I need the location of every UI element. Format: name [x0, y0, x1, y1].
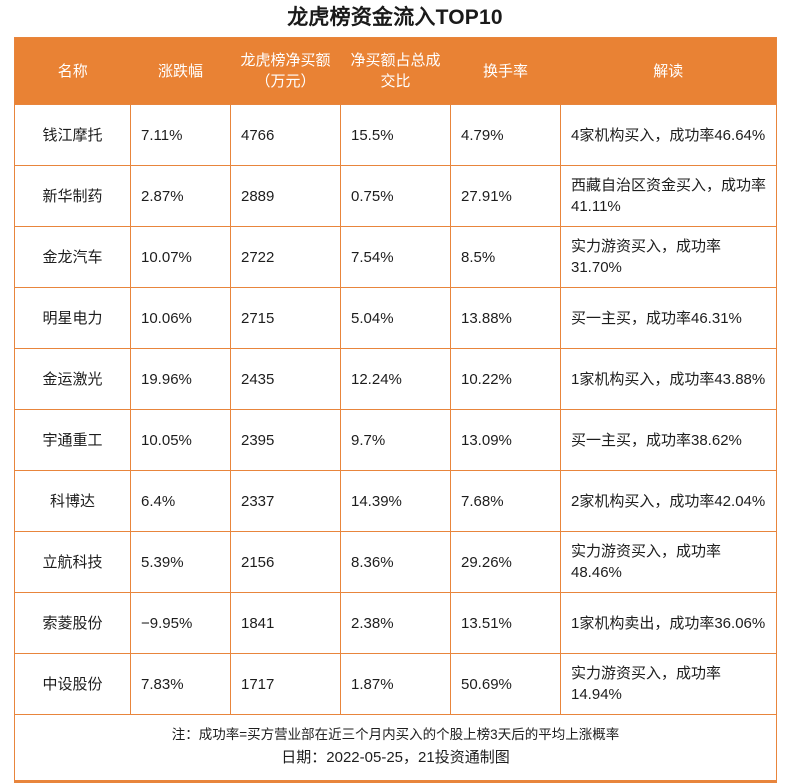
cell-net-buy: 2395: [230, 409, 341, 471]
cell-net-ratio: 9.7%: [340, 409, 451, 471]
cell-turnover: 13.09%: [450, 409, 561, 471]
table-container: 名称 涨跌幅 龙虎榜净买额（万元） 净买额占总成交比 换手率 解读 钱江摩托 7.…: [0, 37, 790, 783]
cell-stock-name: 金运激光: [14, 348, 131, 410]
cell-net-ratio: 1.87%: [340, 653, 451, 715]
cell-interpretation: 实力游资买入，成功率48.46%: [560, 531, 777, 593]
cell-stock-name: 索菱股份: [14, 592, 131, 654]
cell-interpretation: 西藏自治区资金买入，成功率41.11%: [560, 165, 777, 227]
cell-net-buy: 2435: [230, 348, 341, 410]
cell-interpretation: 实力游资买入，成功率31.70%: [560, 226, 777, 288]
page-title: 龙虎榜资金流入TOP10: [287, 6, 503, 29]
table-row[interactable]: 宇通重工 10.05% 2395 9.7% 13.09% 买一主买，成功率38.62%: [14, 409, 777, 471]
column-header-change[interactable]: 涨跌幅: [130, 37, 231, 105]
cell-net-ratio: 14.39%: [340, 470, 451, 532]
cell-change-pct: 2.87%: [130, 165, 231, 227]
cell-turnover: 13.51%: [450, 592, 561, 654]
cell-change-pct: 5.39%: [130, 531, 231, 593]
cell-net-buy: 2156: [230, 531, 341, 593]
table-header: 名称 涨跌幅 龙虎榜净买额（万元） 净买额占总成交比 换手率 解读: [14, 37, 777, 105]
cell-change-pct: 6.4%: [130, 470, 231, 532]
cell-interpretation: 买一主买，成功率46.31%: [560, 287, 777, 349]
cell-net-ratio: 15.5%: [340, 104, 451, 166]
cell-net-ratio: 7.54%: [340, 226, 451, 288]
cell-stock-name: 立航科技: [14, 531, 131, 593]
cell-net-buy: 2715: [230, 287, 341, 349]
cell-change-pct: 7.83%: [130, 653, 231, 715]
table-row[interactable]: 科博达 6.4% 2337 14.39% 7.68% 2家机构买入，成功率42.04%: [14, 470, 777, 532]
cell-change-pct: 7.11%: [130, 104, 231, 166]
cell-net-buy: 1717: [230, 653, 341, 715]
footer-row: 注：成功率=买方营业部在近三个月内买入的个股上榜3天后的平均上涨概率 日期：20…: [14, 714, 777, 783]
cell-change-pct: 10.06%: [130, 287, 231, 349]
cell-net-ratio: 2.38%: [340, 592, 451, 654]
table-row[interactable]: 立航科技 5.39% 2156 8.36% 29.26% 实力游资买入，成功率48.46%: [14, 531, 777, 593]
cell-change-pct: 10.05%: [130, 409, 231, 471]
cell-turnover: 8.5%: [450, 226, 561, 288]
column-header-interpretation[interactable]: 解读: [560, 37, 777, 105]
header-row: 名称 涨跌幅 龙虎榜净买额（万元） 净买额占总成交比 换手率 解读: [14, 37, 777, 105]
table-row[interactable]: 中设股份 7.83% 1717 1.87% 50.69% 实力游资买入，成功率14.94%: [14, 653, 777, 715]
cell-net-buy: 2337: [230, 470, 341, 532]
table-row[interactable]: 索菱股份 −9.95% 1841 2.38% 13.51% 1家机构卖出，成功率36.06…: [14, 592, 777, 654]
lhb-table: 名称 涨跌幅 龙虎榜净买额（万元） 净买额占总成交比 换手率 解读 钱江摩托 7.…: [14, 37, 777, 783]
cell-change-pct: 10.07%: [130, 226, 231, 288]
footer-date: 日期：2022-05-25，21投资通制图: [281, 749, 510, 766]
cell-stock-name: 中设股份: [14, 653, 131, 715]
column-header-net-ratio[interactable]: 净买额占总成交比: [340, 37, 451, 105]
table-row[interactable]: 钱江摩托 7.11% 4766 15.5% 4.79% 4家机构买入，成功率46.64%: [14, 104, 777, 166]
cell-net-ratio: 0.75%: [340, 165, 451, 227]
cell-stock-name: 金龙汽车: [14, 226, 131, 288]
column-header-name[interactable]: 名称: [14, 37, 131, 105]
cell-turnover: 50.69%: [450, 653, 561, 715]
cell-net-ratio: 12.24%: [340, 348, 451, 410]
table-row[interactable]: 金运激光 19.96% 2435 12.24% 10.22% 1家机构买入，成功率43.8…: [14, 348, 777, 410]
cell-interpretation: 2家机构买入，成功率42.04%: [560, 470, 777, 532]
footer-cell: 注：成功率=买方营业部在近三个月内买入的个股上榜3天后的平均上涨概率 日期：20…: [14, 714, 777, 783]
cell-turnover: 29.26%: [450, 531, 561, 593]
cell-turnover: 7.68%: [450, 470, 561, 532]
cell-net-buy: 2722: [230, 226, 341, 288]
cell-change-pct: −9.95%: [130, 592, 231, 654]
cell-net-buy: 4766: [230, 104, 341, 166]
table-footer: 注：成功率=买方营业部在近三个月内买入的个股上榜3天后的平均上涨概率 日期：20…: [14, 714, 777, 783]
cell-interpretation: 1家机构卖出，成功率36.06%: [560, 592, 777, 654]
cell-interpretation: 实力游资买入，成功率14.94%: [560, 653, 777, 715]
cell-change-pct: 19.96%: [130, 348, 231, 410]
column-header-net-buy[interactable]: 龙虎榜净买额（万元）: [230, 37, 341, 105]
table-row[interactable]: 明星电力 10.06% 2715 5.04% 13.88% 买一主买，成功率46.31%: [14, 287, 777, 349]
cell-stock-name: 宇通重工: [14, 409, 131, 471]
cell-interpretation: 4家机构买入，成功率46.64%: [560, 104, 777, 166]
footer-note: 注：成功率=买方营业部在近三个月内买入的个股上榜3天后的平均上涨概率: [171, 727, 620, 742]
cell-stock-name: 明星电力: [14, 287, 131, 349]
table-row[interactable]: 新华制药 2.87% 2889 0.75% 27.91% 西藏自治区资金买入，成功率41.…: [14, 165, 777, 227]
table-body: 钱江摩托 7.11% 4766 15.5% 4.79% 4家机构买入，成功率46.64% 新…: [14, 104, 777, 715]
column-header-turnover[interactable]: 换手率: [450, 37, 561, 105]
cell-net-ratio: 8.36%: [340, 531, 451, 593]
cell-net-buy: 2889: [230, 165, 341, 227]
table-row[interactable]: 金龙汽车 10.07% 2722 7.54% 8.5% 实力游资买入，成功率31.70%: [14, 226, 777, 288]
cell-net-buy: 1841: [230, 592, 341, 654]
cell-stock-name: 科博达: [14, 470, 131, 532]
cell-stock-name: 钱江摩托: [14, 104, 131, 166]
cell-turnover: 4.79%: [450, 104, 561, 166]
cell-turnover: 10.22%: [450, 348, 561, 410]
cell-stock-name: 新华制药: [14, 165, 131, 227]
cell-net-ratio: 5.04%: [340, 287, 451, 349]
cell-interpretation: 1家机构买入，成功率43.88%: [560, 348, 777, 410]
cell-interpretation: 买一主买，成功率38.62%: [560, 409, 777, 471]
cell-turnover: 13.88%: [450, 287, 561, 349]
cell-turnover: 27.91%: [450, 165, 561, 227]
